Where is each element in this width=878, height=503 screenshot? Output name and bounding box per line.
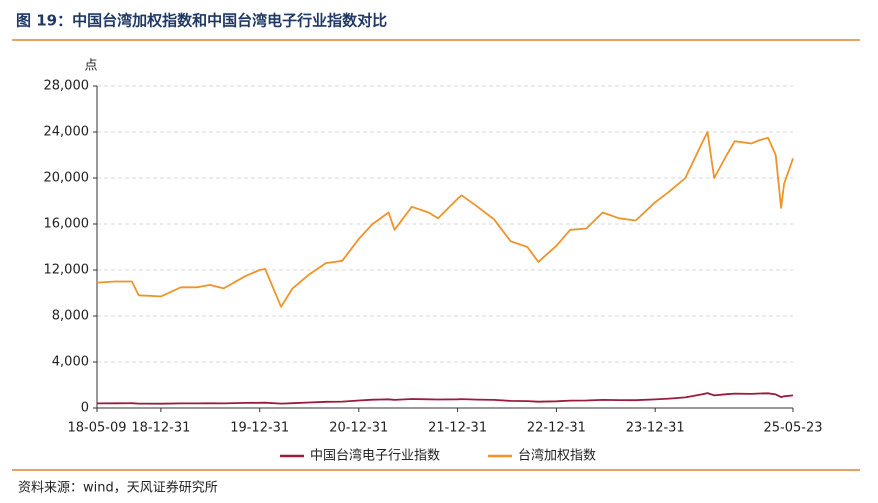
x-tick-label: 25-05-23 <box>763 421 822 436</box>
x-tick-label: 19-12-31 <box>230 421 289 436</box>
legend-label: 台湾加权指数 <box>518 448 596 464</box>
x-tick-label: 20-12-31 <box>329 421 388 436</box>
legend-label: 中国台湾电子行业指数 <box>310 448 440 464</box>
y-tick-label: 16,000 <box>44 217 90 232</box>
chart-title: 图 19：中国台湾加权指数和中国台湾电子行业指数对比 <box>16 12 387 30</box>
y-tick-label: 28,000 <box>44 79 90 94</box>
x-tick-label: 23-12-31 <box>626 421 685 436</box>
y-tick-label: 8,000 <box>52 309 89 324</box>
series-line <box>96 131 794 308</box>
source: 资料来源：wind，天风证券研究所 <box>18 480 218 496</box>
x-tick-label: 21-12-31 <box>428 421 487 436</box>
x-tick-label: 22-12-31 <box>527 421 586 436</box>
y-axis-label: 点 <box>84 59 97 74</box>
y-tick-label: 12,000 <box>44 263 90 278</box>
y-tick-label: 24,000 <box>44 125 90 140</box>
y-tick-label: 20,000 <box>44 171 90 186</box>
series-line <box>96 392 794 405</box>
x-tick-label: 18-05-09 <box>67 421 126 436</box>
x-tick-label: 18-12-31 <box>131 421 190 436</box>
y-tick-label: 0 <box>81 401 89 416</box>
y-tick-label: 4,000 <box>52 355 89 370</box>
